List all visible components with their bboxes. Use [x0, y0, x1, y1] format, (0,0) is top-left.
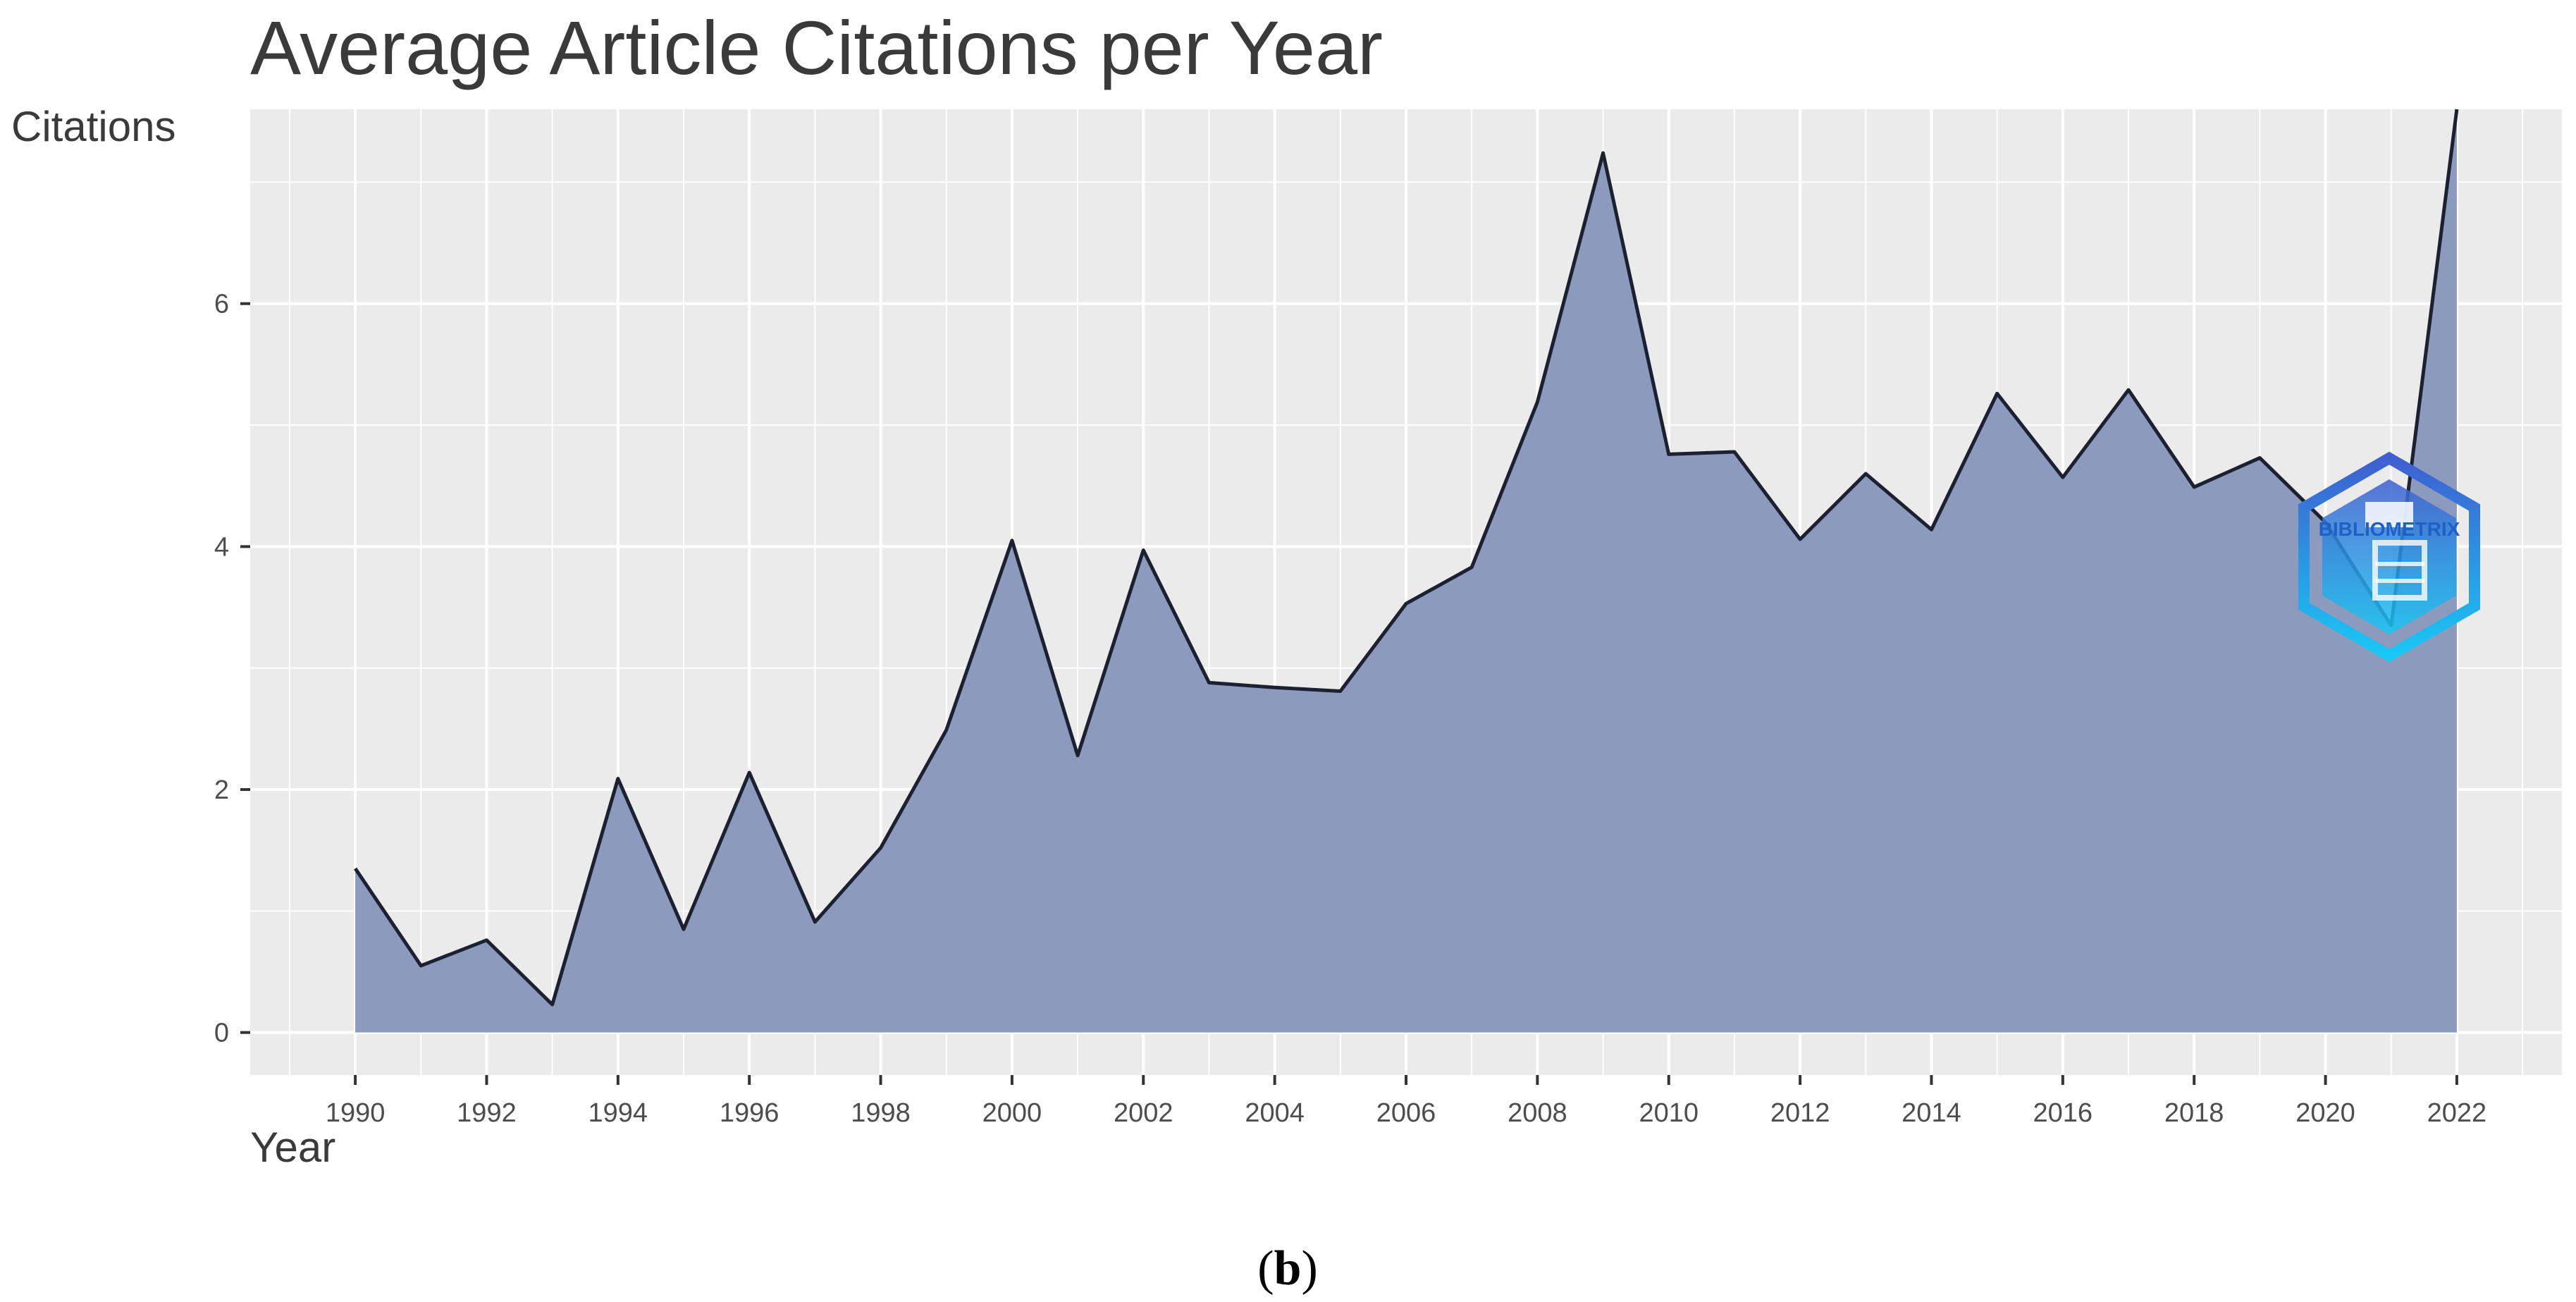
y-axis-title: Citations — [11, 103, 175, 150]
x-tick-label: 1998 — [851, 1098, 911, 1128]
x-tick-label: 2006 — [1376, 1098, 1436, 1128]
chart-title: Average Article Citations per Year — [250, 5, 1383, 90]
x-tick-label: 2016 — [2033, 1098, 2093, 1128]
y-tick-label: 0 — [214, 1019, 229, 1048]
x-tick-label: 2018 — [2164, 1098, 2224, 1128]
x-tick-label: 1990 — [326, 1098, 386, 1128]
y-tick-label: 2 — [214, 775, 229, 805]
x-tick-label: 2014 — [1902, 1098, 1961, 1128]
y-tick-label: 6 — [214, 290, 229, 319]
y-axis-ticks: 0 2 4 6 — [214, 290, 250, 1048]
watermark-text: BIBLIOMETRIX — [2319, 518, 2460, 540]
x-tick-label: 1994 — [588, 1098, 648, 1128]
x-tick-label: 2022 — [2427, 1098, 2487, 1128]
series-layer — [354, 109, 2459, 1033]
x-tick-label: 2010 — [1639, 1098, 1699, 1128]
citations-line — [354, 109, 2459, 1007]
figure-caption: (b) — [1257, 1241, 1318, 1296]
x-tick-label: 1996 — [720, 1098, 779, 1128]
y-tick-label: 4 — [214, 532, 229, 562]
x-tick-label: 1992 — [457, 1098, 517, 1128]
x-tick-label: 2004 — [1245, 1098, 1305, 1128]
figure-caption-label: b — [1274, 1241, 1302, 1296]
x-tick-label: 2000 — [982, 1098, 1042, 1128]
bibliometrix-logo-icon: BIBLIOMETRIX — [2298, 451, 2480, 663]
x-tick-label: 2008 — [1508, 1098, 1567, 1128]
x-tick-label: 2020 — [2295, 1098, 2355, 1128]
x-axis-ticks: 1990 1992 1994 1996 1998 2000 2002 2004 2006 2008… — [326, 1075, 2486, 1128]
x-tick-label: 2002 — [1114, 1098, 1173, 1128]
x-axis-title: Year — [250, 1124, 335, 1171]
citations-area — [355, 109, 2457, 1033]
x-tick-label: 2012 — [1770, 1098, 1830, 1128]
